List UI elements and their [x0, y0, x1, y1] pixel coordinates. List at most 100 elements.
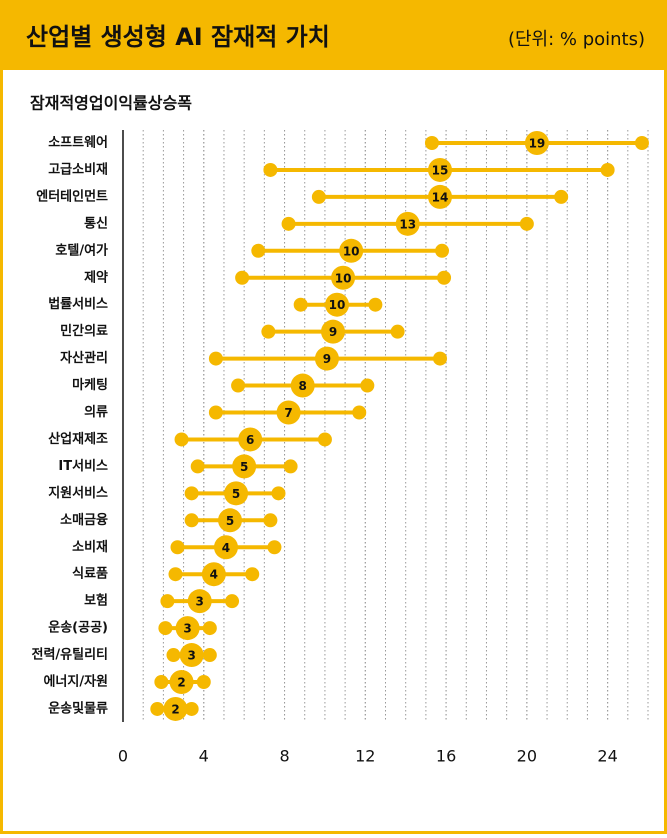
y-tick-label: 제약: [84, 269, 108, 285]
high-dot: [202, 648, 217, 663]
mid-dot: [331, 265, 356, 290]
mid-dot: [524, 131, 549, 155]
low-dot: [168, 567, 183, 582]
mid-dot: [314, 346, 339, 371]
x-tick-label: 20: [517, 747, 537, 766]
x-tick-label: 16: [436, 747, 456, 766]
data-label: 10: [335, 271, 352, 285]
high-dot: [184, 701, 199, 716]
low-dot: [208, 351, 223, 366]
chart-title: 산업별 생성형 AI 잠재적 가치: [26, 23, 330, 51]
mid-dot: [169, 670, 194, 694]
mid-dot: [339, 238, 364, 263]
y-tick-label: 의류: [84, 404, 108, 420]
data-label: 5: [226, 514, 234, 528]
data-label: 9: [323, 352, 331, 366]
low-dot: [166, 648, 181, 663]
mid-dot: [213, 535, 238, 560]
high-dot: [271, 486, 286, 501]
mid-dot: [276, 400, 301, 425]
low-dot: [174, 432, 189, 447]
low-dot: [158, 621, 173, 636]
data-label: 3: [183, 622, 191, 636]
mid-dot: [187, 589, 212, 614]
high-dot: [437, 270, 452, 285]
y-tick-label: 보험: [84, 593, 108, 609]
y-tick-label: 법률서비스: [48, 296, 108, 312]
y-tick-label: 소프트웨어: [48, 135, 108, 151]
low-dot: [251, 243, 266, 258]
y-tick-label: 민간의료: [60, 323, 108, 339]
x-tick-label: 0: [118, 747, 128, 766]
x-tick-label: 4: [199, 747, 209, 766]
high-dot: [600, 162, 615, 177]
mid-dot: [428, 184, 453, 209]
y-tick-label: 전력/유틸리티: [31, 647, 108, 663]
data-label: 14: [432, 190, 449, 204]
low-dot: [190, 459, 205, 474]
mid-dot: [224, 481, 249, 506]
low-dot: [261, 324, 276, 339]
high-dot: [433, 351, 448, 366]
low-dot: [281, 216, 296, 231]
y-tick-label: 지원서비스: [48, 486, 108, 501]
mid-dot: [325, 292, 350, 317]
high-dot: [317, 432, 332, 447]
y-tick-label: 통신: [84, 216, 108, 231]
low-dot: [235, 270, 250, 285]
header-bar: [0, 0, 667, 70]
y-tick-label: 소매금융: [60, 512, 108, 528]
high-dot: [283, 459, 298, 474]
y-tick-label: 운송(공공): [48, 621, 108, 636]
y-tick-label: 산업재제조: [48, 431, 108, 447]
high-dot: [196, 675, 211, 689]
mid-dot: [238, 427, 263, 452]
high-dot: [202, 621, 217, 636]
data-label: 15: [432, 163, 449, 177]
y-tick-label: 에너지/자원: [43, 674, 108, 690]
data-label: 4: [210, 568, 218, 582]
low-dot: [231, 378, 246, 393]
high-dot: [435, 243, 450, 258]
y-tick-label: 소비재: [72, 540, 108, 555]
high-dot: [245, 567, 260, 582]
unit-label: (단위: % points): [508, 29, 645, 50]
high-dot: [519, 216, 534, 231]
data-label: 7: [284, 406, 292, 420]
mid-dot: [218, 508, 243, 533]
data-label: 2: [177, 676, 185, 690]
x-tick-label: 8: [279, 747, 289, 766]
data-label: 6: [246, 433, 254, 447]
subtitle: 잠재적영업이익률상승폭: [30, 94, 192, 113]
data-label: 3: [187, 649, 195, 663]
y-tick-label: 운송및물류: [48, 701, 108, 716]
low-dot: [150, 701, 165, 716]
mid-dot: [395, 211, 420, 236]
x-tick-label: 12: [355, 747, 375, 766]
data-label: 10: [343, 244, 360, 258]
mid-dot: [163, 696, 188, 721]
y-tick-label: 마케팅: [72, 377, 108, 393]
mid-dot: [428, 157, 453, 182]
data-label: 8: [299, 379, 307, 393]
high-dot: [352, 405, 367, 420]
low-dot: [263, 162, 278, 177]
high-dot: [554, 189, 569, 204]
low-dot: [208, 405, 223, 420]
low-dot: [184, 486, 199, 501]
mid-dot: [175, 616, 200, 641]
y-tick-label: 자산관리: [60, 350, 108, 366]
low-dot: [184, 513, 199, 528]
y-tick-label: 호텔/여가: [55, 242, 108, 258]
y-tick-label: 엔터테인먼트: [36, 188, 108, 204]
mid-dot: [201, 562, 226, 587]
mid-dot: [290, 373, 315, 398]
data-label: 5: [240, 460, 248, 474]
data-label: 10: [329, 298, 346, 312]
mid-dot: [232, 454, 257, 479]
data-label: 5: [232, 487, 240, 501]
y-tick-label: 식료품: [72, 566, 108, 582]
y-tick-label: 고급소비재: [48, 162, 108, 177]
